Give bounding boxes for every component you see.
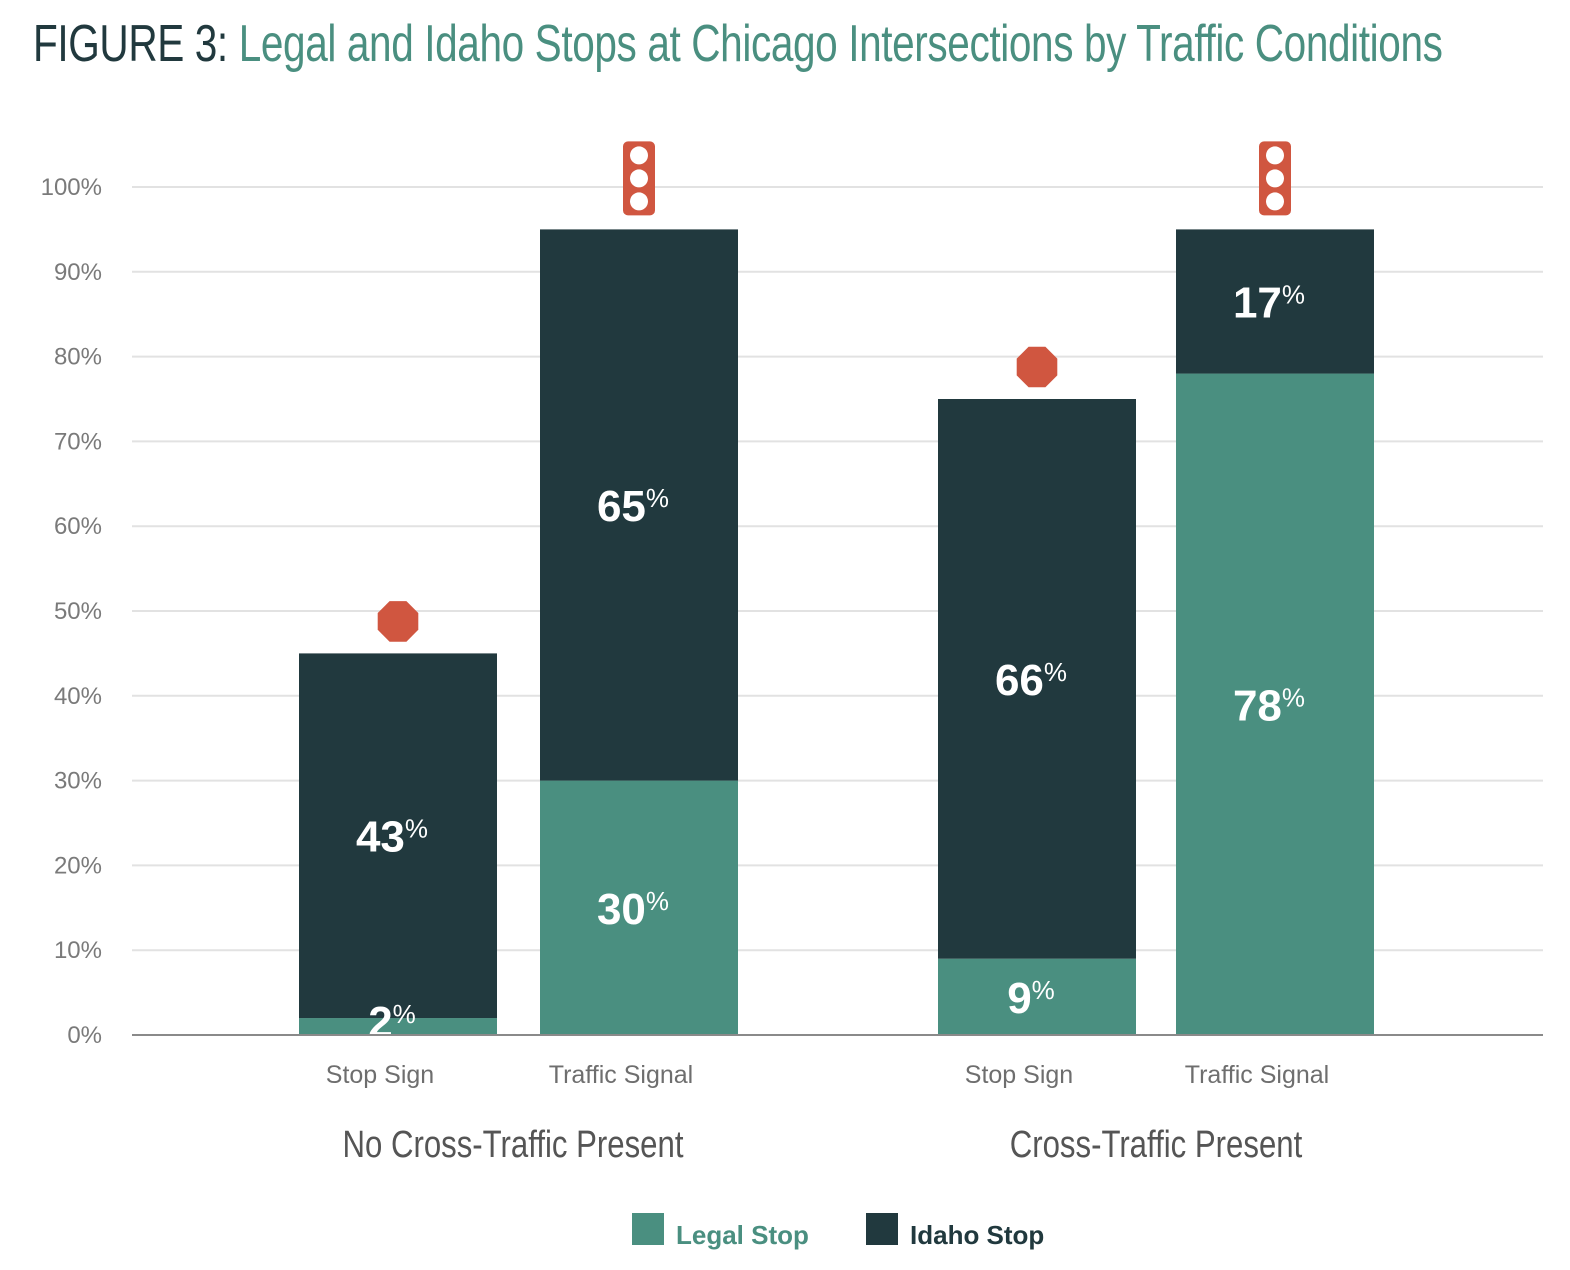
x-category-label: Traffic Signal (549, 1061, 694, 1089)
bar-idaho-stop (299, 653, 497, 1019)
figure-number: FIGURE 3: (33, 15, 228, 73)
stop-sign-icon (1016, 346, 1058, 388)
legend-swatch (866, 1213, 898, 1245)
chart-title: FIGURE 3: Legal and Idaho Stops at Chica… (33, 14, 1443, 74)
data-label: 9% (1007, 974, 1055, 1023)
x-axis: Stop Sign Traffic Signal Stop Sign Traffic … (326, 1061, 1329, 1166)
bar-idaho-stop (1176, 229, 1374, 374)
data-label: 65% (597, 482, 669, 531)
category-icons (377, 141, 1291, 642)
data-label: 78% (1233, 681, 1305, 730)
data-label: 43% (356, 813, 428, 862)
group-label: No Cross-Traffic Present (343, 1124, 684, 1166)
bar-legal-stop (938, 958, 1136, 1035)
legend-label: Legal Stop (676, 1220, 809, 1250)
data-labels: 2% 43% 30% 65% 9% 66% 78% 17% (356, 278, 1305, 1047)
legend-item-legal-stop: Legal Stop (632, 1213, 809, 1250)
traffic-light-icon (1259, 141, 1291, 216)
y-tick-label: 0% (67, 1022, 102, 1049)
legend-label: Idaho Stop (910, 1220, 1044, 1250)
bar-idaho-stop (540, 229, 738, 781)
traffic-light-icon (623, 141, 655, 216)
data-label: 17% (1233, 278, 1305, 327)
y-tick-label: 20% (54, 852, 102, 879)
y-tick-label: 40% (54, 683, 102, 710)
x-category-label: Traffic Signal (1185, 1061, 1330, 1089)
bar-legal-stop (1176, 373, 1374, 1035)
data-label: 30% (597, 885, 669, 934)
y-tick-label: 90% (54, 259, 102, 286)
y-axis: 0% 10% 20% 30% 40% 50% 60% 70% 80% 90% 100% (41, 174, 102, 1049)
y-tick-label: 100% (41, 174, 102, 201)
x-category-label: Stop Sign (326, 1061, 434, 1089)
legend: Legal Stop Idaho Stop (632, 1213, 1044, 1250)
y-tick-label: 60% (54, 513, 102, 540)
data-label: 2% (368, 998, 416, 1047)
group-label: Cross-Traffic Present (1010, 1124, 1303, 1166)
bars (299, 229, 1374, 1035)
figure-title: Legal and Idaho Stops at Chicago Interse… (238, 15, 1443, 73)
bar-legal-stop (540, 780, 738, 1035)
y-tick-label: 50% (54, 598, 102, 625)
bar-legal-stop (299, 1018, 497, 1035)
y-tick-label: 10% (54, 937, 102, 964)
legend-swatch (632, 1213, 664, 1245)
legend-item-idaho-stop: Idaho Stop (866, 1213, 1044, 1250)
x-category-label: Stop Sign (965, 1061, 1073, 1089)
y-tick-label: 70% (54, 428, 102, 455)
y-tick-label: 80% (54, 344, 102, 371)
stop-sign-icon (377, 601, 419, 642)
data-label: 66% (995, 656, 1067, 705)
bar-idaho-stop (938, 399, 1136, 959)
y-tick-label: 30% (54, 768, 102, 795)
